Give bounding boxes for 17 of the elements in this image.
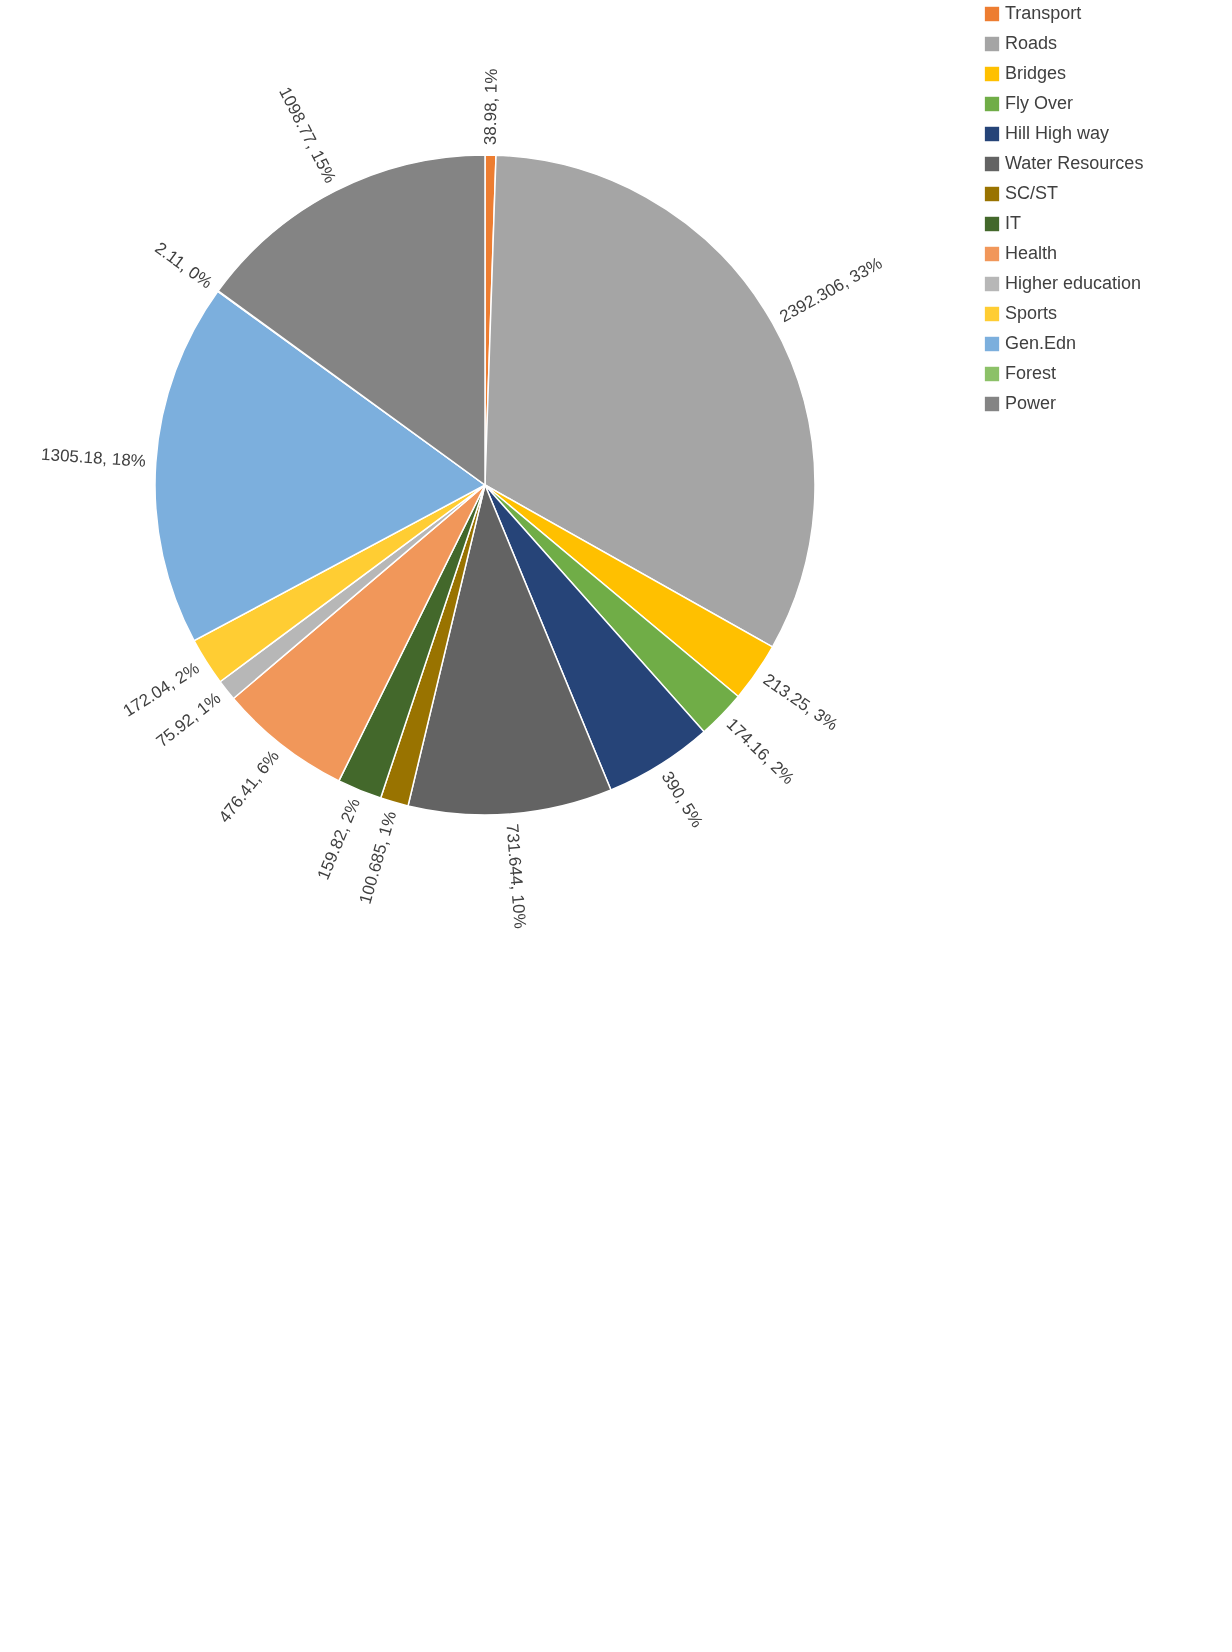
legend-label: Bridges: [1005, 63, 1067, 83]
legend-label: Health: [1005, 243, 1058, 263]
legend-label: Water Resources: [1005, 153, 1144, 173]
data-label: 731.644, 10%: [502, 823, 530, 930]
legend-label: Hill High way: [1005, 123, 1110, 143]
legend-label: Fly Over: [1005, 93, 1074, 113]
legend-label: Roads: [1005, 33, 1058, 53]
legend-label: Higher education: [1005, 273, 1142, 293]
legend-label: Power: [1005, 393, 1057, 413]
legend-label: Sports: [1005, 303, 1058, 323]
legend-label: IT: [1005, 213, 1021, 233]
legend-label: SC/ST: [1005, 183, 1059, 203]
data-label: 1305.18, 18%: [40, 444, 147, 471]
legend-label: Gen.Edn: [1005, 333, 1077, 353]
legend-label: Transport: [1005, 3, 1082, 23]
legend-label: Forest: [1005, 363, 1057, 383]
data-label: 38.98, 1%: [480, 68, 501, 146]
